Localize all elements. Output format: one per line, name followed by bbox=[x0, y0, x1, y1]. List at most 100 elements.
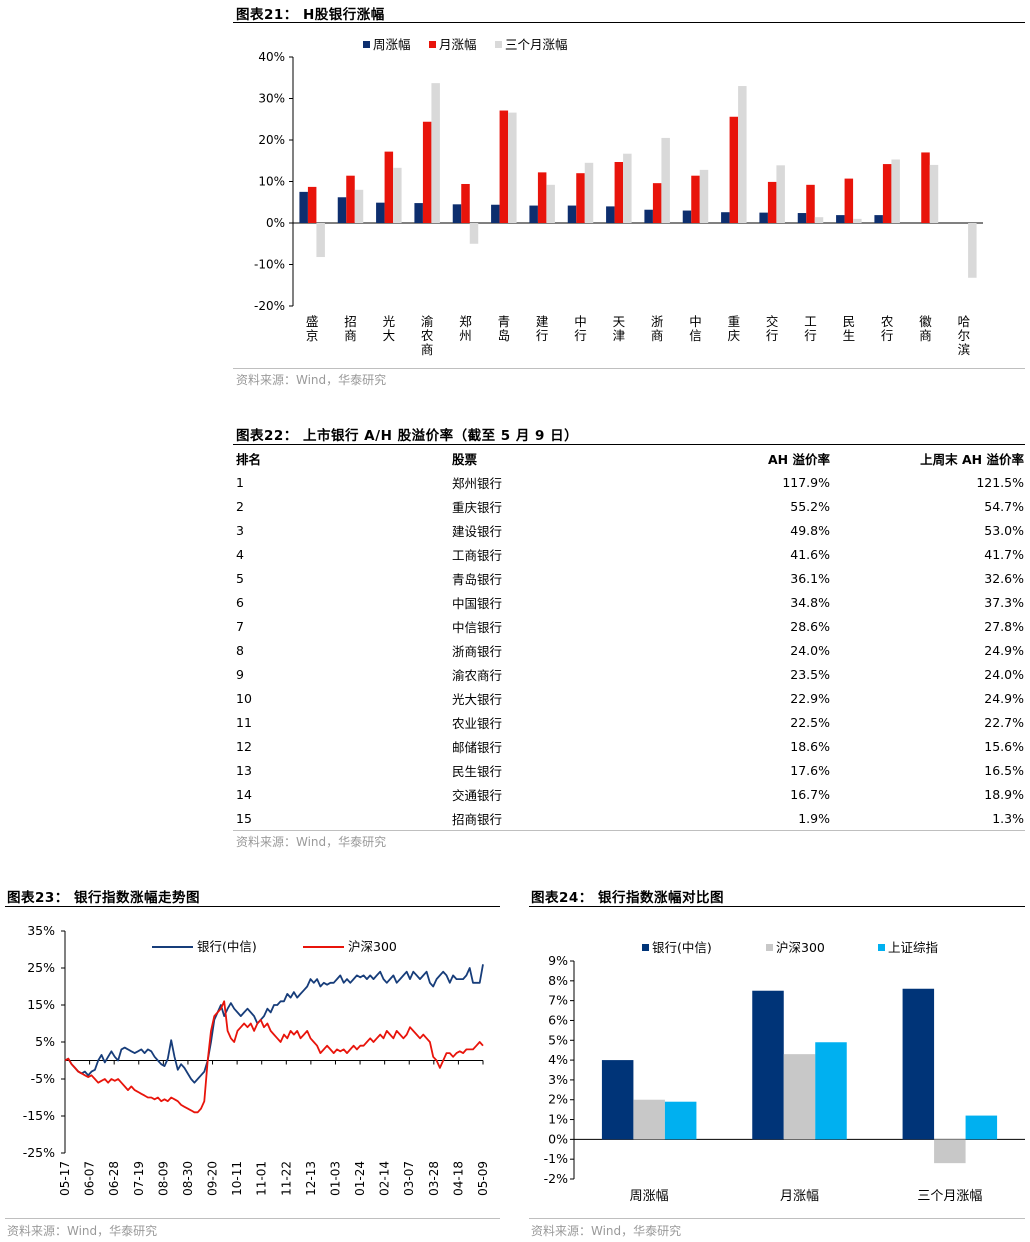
fig21-bar bbox=[844, 178, 854, 223]
fig21-legend-swatch bbox=[495, 41, 502, 48]
fig23-hs300-line bbox=[64, 1000, 484, 1114]
cell-stock: 渝农商行 bbox=[452, 667, 503, 683]
cell-stock: 邮储银行 bbox=[452, 739, 503, 755]
fig21-bar bbox=[354, 189, 364, 223]
fig21-category-label: 商 bbox=[421, 342, 434, 357]
fig24-y-tick-label: 5% bbox=[548, 1032, 568, 1047]
fig21-legend-swatch bbox=[429, 41, 436, 48]
fig21-category-label: 行 bbox=[574, 328, 587, 343]
fig21-category-label: 生 bbox=[843, 328, 856, 343]
fig23-source-rule bbox=[5, 1218, 500, 1219]
fig22-source: 资料来源：Wind，华泰研究 bbox=[236, 835, 387, 849]
table-row: 4 工商银行 41.6% 41.7% bbox=[233, 542, 1028, 566]
fig21-bar bbox=[767, 181, 777, 223]
fig21-category-label: 农 bbox=[421, 328, 434, 343]
cell-ah-premium: 17.6% bbox=[790, 762, 830, 778]
fig21-legend-label: 三个月涨幅 bbox=[505, 37, 568, 52]
cell-last-week-premium: 37.3% bbox=[984, 594, 1024, 610]
fig24-y-tick-label: 2% bbox=[548, 1092, 568, 1107]
cell-last-week-premium: 18.9% bbox=[984, 786, 1024, 802]
fig21-bar bbox=[307, 186, 317, 223]
cell-rank: 6 bbox=[236, 594, 244, 610]
fig21-category-label: 津 bbox=[613, 328, 626, 343]
cell-rank: 7 bbox=[236, 618, 244, 634]
cell-stock: 建设银行 bbox=[452, 523, 503, 539]
cell-last-week-premium: 24.9% bbox=[984, 690, 1024, 706]
fig21-bar bbox=[384, 151, 394, 223]
fig21-category-label: 庆 bbox=[728, 328, 741, 343]
fig21-bar bbox=[882, 164, 892, 223]
cell-rank: 3 bbox=[236, 522, 244, 538]
cell-ah-premium: 117.9% bbox=[782, 474, 830, 490]
fig21-bar bbox=[537, 172, 547, 223]
fig21-category-label: 中 bbox=[689, 314, 702, 329]
fig24-bar bbox=[664, 1101, 697, 1140]
fig23-x-tick-label: 05-17 bbox=[58, 1161, 72, 1196]
fig21-bar bbox=[422, 121, 432, 223]
fig21-category-label: 郑 bbox=[459, 314, 472, 329]
cell-ah-premium: 18.6% bbox=[790, 738, 830, 754]
ah-premium-table: 排名 股票 AH 溢价率 上周末 AH 溢价率 1 郑州银行 117.9% 121.5… bbox=[233, 447, 1028, 830]
fig21-category-label: 京 bbox=[306, 328, 319, 343]
fig21-source: 资料来源：Wind，华泰研究 bbox=[236, 373, 387, 387]
table-row: 9 渝农商行 23.5% 24.0% bbox=[233, 662, 1028, 686]
fig24-source: 资料来源：Wind，华泰研究 bbox=[531, 1224, 682, 1238]
fig23-x-tick-label: 07-19 bbox=[132, 1161, 146, 1196]
cell-stock: 中国银行 bbox=[452, 595, 503, 611]
fig23-x-tick-label: 11-22 bbox=[279, 1161, 293, 1196]
fig21-y-tick-label: 40% bbox=[258, 50, 285, 64]
fig24-y-tick-label: 7% bbox=[548, 993, 568, 1008]
table-row: 13 民生银行 17.6% 16.5% bbox=[233, 758, 1028, 782]
fig21-category-label: 岛 bbox=[498, 328, 511, 343]
fig21-bar bbox=[299, 191, 308, 223]
fig21-bar bbox=[968, 223, 977, 278]
fig22-source-rule bbox=[233, 830, 1025, 831]
fig21-bar bbox=[814, 217, 824, 223]
fig23-x-tick-label: 06-07 bbox=[83, 1161, 97, 1196]
fig21-category-label: 盛 bbox=[306, 314, 319, 329]
fig21-source-rule bbox=[233, 368, 1025, 369]
fig21-category-label: 行 bbox=[536, 328, 549, 343]
cell-ah-premium: 55.2% bbox=[790, 498, 830, 514]
fig23-y-tick-label: -25% bbox=[23, 1145, 55, 1160]
cell-stock: 民生银行 bbox=[452, 763, 503, 779]
cell-rank: 8 bbox=[236, 642, 244, 658]
fig21-bar bbox=[529, 205, 538, 223]
fig24-legend-label: 银行(中信) bbox=[652, 940, 712, 955]
table-row: 7 中信银行 28.6% 27.8% bbox=[233, 614, 1028, 638]
cell-rank: 4 bbox=[236, 546, 244, 562]
fig24-legend-swatch bbox=[766, 944, 773, 951]
fig24-category-label: 月涨幅 bbox=[780, 1189, 819, 1204]
fig21-bar bbox=[738, 86, 747, 223]
fig21-bar bbox=[461, 183, 470, 223]
fig21-y-tick-label: -20% bbox=[254, 299, 285, 313]
cell-rank: 14 bbox=[236, 786, 252, 802]
table-row: 14 交通银行 16.7% 18.9% bbox=[233, 782, 1028, 806]
fig23-title-rule bbox=[5, 906, 500, 907]
fig23-y-tick-label: 5% bbox=[35, 1034, 55, 1049]
fig24-bar bbox=[783, 1054, 816, 1140]
fig21-bar bbox=[776, 165, 785, 223]
fig24-legend-label: 上证综指 bbox=[888, 940, 938, 955]
fig21-category-label: 渝 bbox=[421, 314, 434, 329]
fig23-x-tick-label: 08-09 bbox=[156, 1161, 170, 1196]
cell-rank: 5 bbox=[236, 570, 244, 586]
fig21-bar bbox=[346, 175, 355, 223]
fig21-bar bbox=[337, 197, 347, 223]
fig21-bar bbox=[452, 204, 462, 223]
cell-stock: 浙商银行 bbox=[452, 643, 503, 659]
fig21-bar bbox=[316, 223, 325, 258]
cell-rank: 12 bbox=[236, 738, 252, 754]
fig24-legend-label: 沪深300 bbox=[776, 940, 825, 955]
fig24-chart: -2% -1% 0% 1% 2% 3% 4% 5% 6% 7% 8% 9% 周涨幅 月涨幅 三个月涨幅 银行(… bbox=[544, 940, 1025, 1204]
fig24-y-tick-label: 9% bbox=[548, 953, 568, 968]
fig24-category-label: 三个月涨幅 bbox=[917, 1189, 982, 1204]
cell-stock: 农业银行 bbox=[452, 715, 503, 731]
fig21-bar bbox=[614, 161, 624, 223]
fig21-bar bbox=[759, 212, 768, 223]
fig21-category-label: 建 bbox=[536, 314, 549, 329]
cell-last-week-premium: 27.8% bbox=[984, 618, 1024, 634]
cell-rank: 13 bbox=[236, 762, 252, 778]
fig23-y-tick-label: 25% bbox=[27, 960, 55, 975]
cell-ah-premium: 22.9% bbox=[790, 690, 830, 706]
